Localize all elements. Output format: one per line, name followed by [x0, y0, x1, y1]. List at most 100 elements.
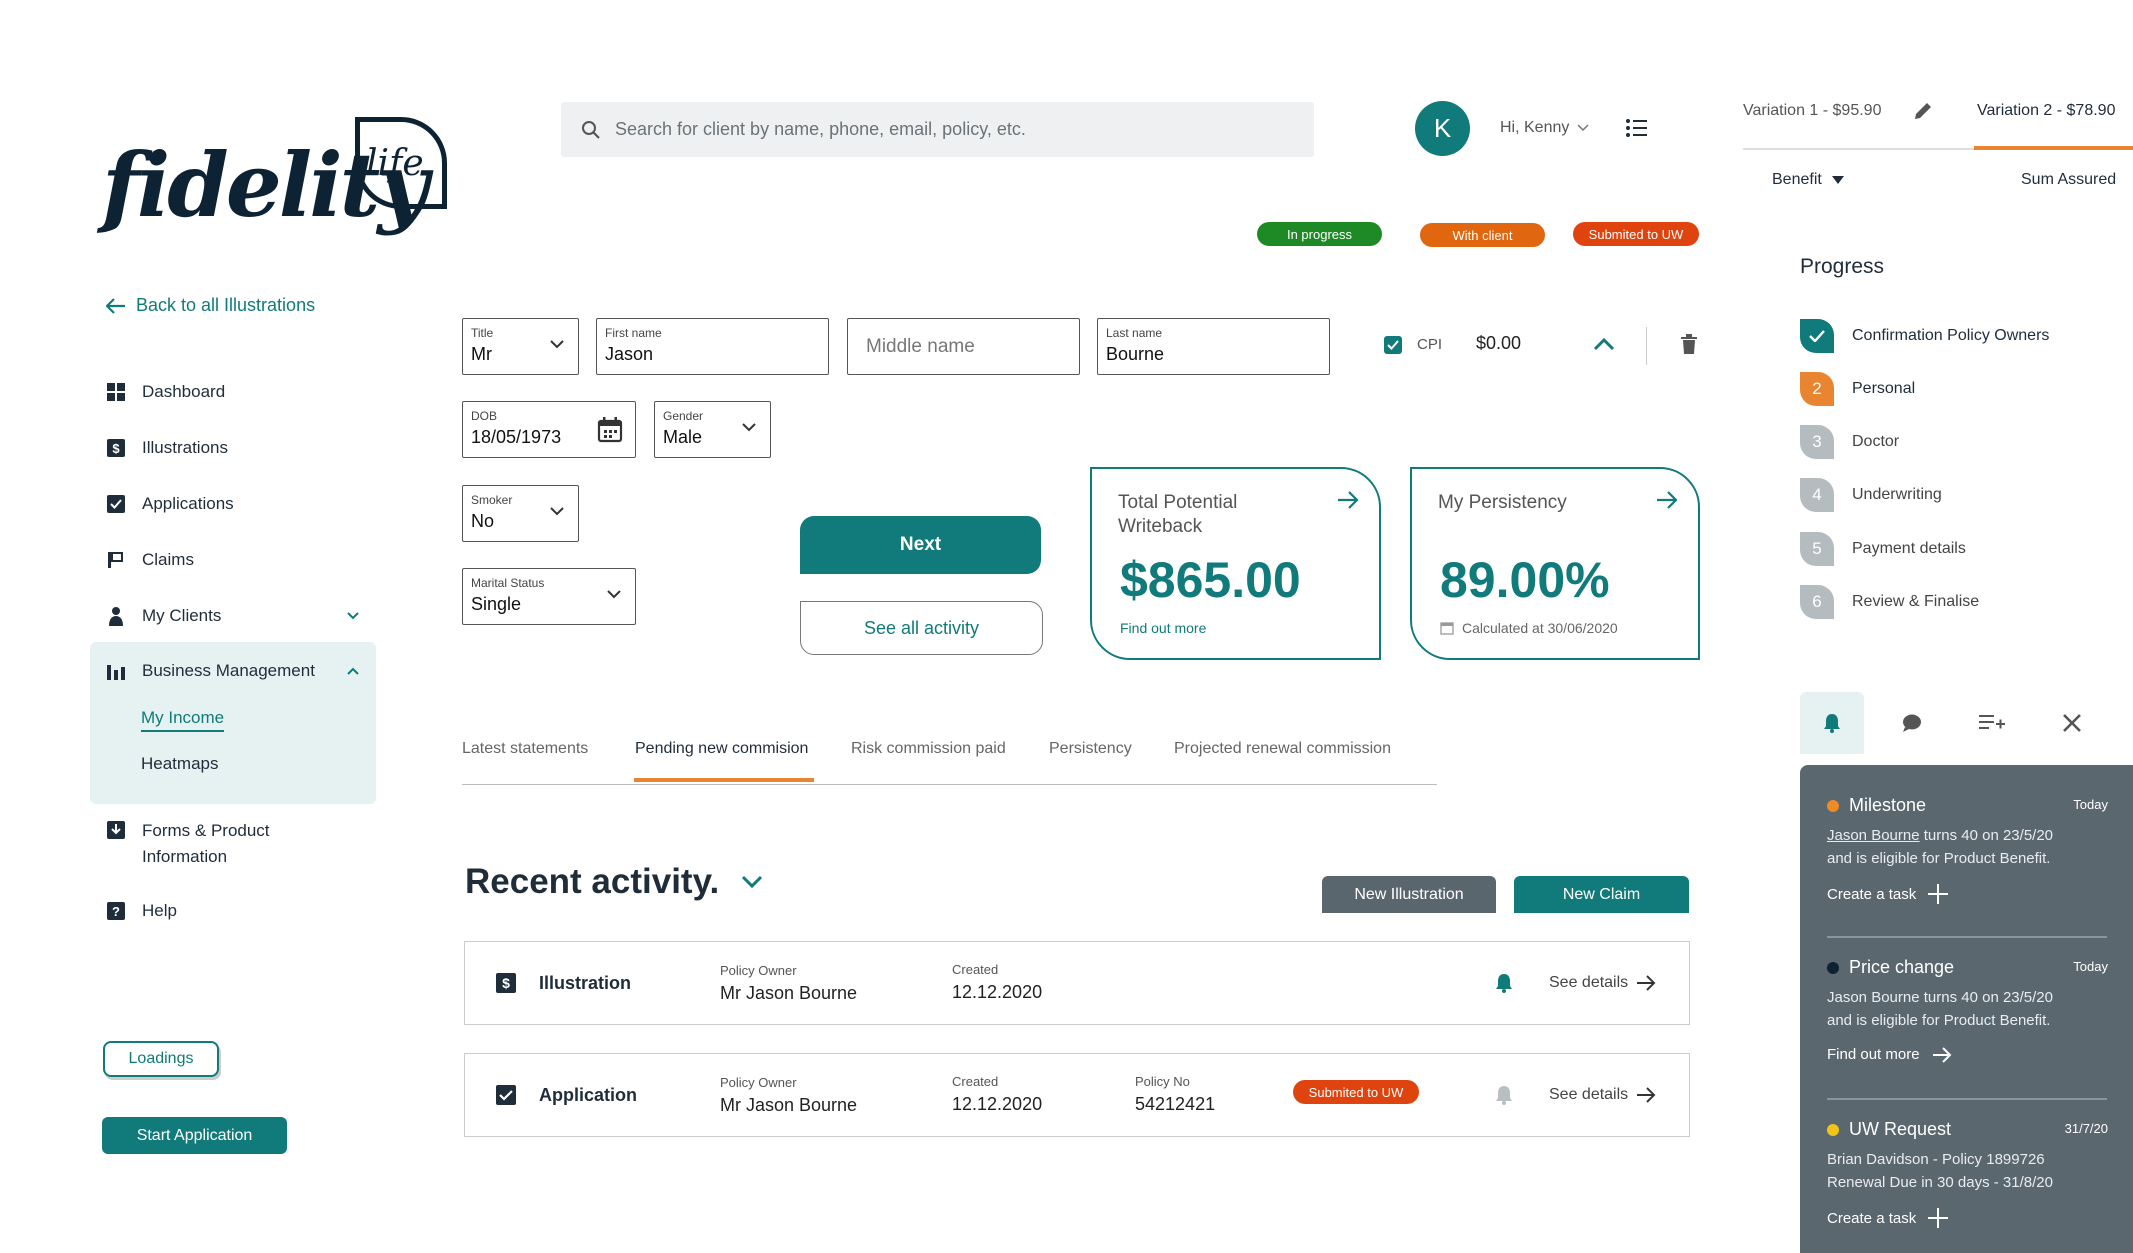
bell-icon[interactable] — [1495, 973, 1513, 993]
find-out-more-button[interactable]: Find out more — [1827, 1046, 2107, 1063]
new-claim-button[interactable]: New Claim — [1514, 876, 1689, 913]
tab-add-task[interactable] — [1960, 692, 2024, 754]
pencil-icon[interactable] — [1913, 101, 1933, 121]
status-badge: Submited to UW — [1293, 1080, 1419, 1104]
gender-select[interactable]: Gender Male — [654, 401, 771, 458]
start-application-button[interactable]: Start Application — [102, 1117, 287, 1154]
notification-time: Today — [2073, 797, 2108, 812]
create-task-button[interactable]: Create a task — [1827, 1208, 2107, 1228]
list-menu-icon[interactable] — [1625, 117, 1647, 139]
nav-item-illustrations[interactable]: $ Illustrations — [106, 433, 228, 463]
status-badge-with-client[interactable]: With client — [1420, 223, 1545, 247]
playlist-add-icon — [1979, 715, 2005, 729]
tab-projected-renewal[interactable]: Projected renewal commission — [1174, 740, 1391, 757]
question-icon: ? — [106, 901, 126, 921]
first-name-field[interactable]: First name Jason — [596, 318, 829, 375]
persistency-card[interactable]: My Persistency 89.00% Calculated at 30/0… — [1410, 467, 1700, 660]
smoker-select[interactable]: Smoker No — [462, 485, 579, 542]
progress-step-label: Personal — [1852, 380, 1916, 397]
nav-item-help[interactable]: ? Help — [106, 896, 177, 926]
chevron-up-icon — [347, 667, 359, 675]
tab-risk-commission-paid[interactable]: Risk commission paid — [851, 740, 1006, 757]
create-task-button[interactable]: Create a task — [1827, 884, 2107, 904]
progress-step-1[interactable]: Confirmation Policy Owners — [1800, 318, 2049, 354]
see-details-link[interactable]: See details — [1549, 974, 1656, 992]
back-to-illustrations-link[interactable]: Back to all Illustrations — [106, 295, 315, 316]
client-name-link[interactable]: Jason Bourne — [1827, 827, 1920, 844]
client-search-bar[interactable] — [561, 102, 1314, 157]
chevron-up-icon[interactable] — [1593, 337, 1615, 351]
gender-label: Gender — [663, 409, 704, 423]
check-icon — [1800, 319, 1834, 353]
nav-label-illustrations: Illustrations — [142, 438, 228, 457]
variation-1-tab[interactable]: Variation 1 - $95.90 — [1743, 102, 1882, 119]
arrow-right-icon — [1637, 1087, 1656, 1103]
next-button[interactable]: Next — [800, 516, 1041, 574]
action-label: Create a task — [1827, 1209, 1917, 1227]
nav-item-dashboard[interactable]: Dashboard — [106, 377, 225, 407]
tab-persistency[interactable]: Persistency — [1049, 740, 1132, 757]
progress-step-label: Underwriting — [1852, 486, 1942, 503]
loadings-button[interactable]: Loadings — [103, 1041, 219, 1077]
find-out-more-link[interactable]: Find out more — [1120, 620, 1207, 636]
recent-activity-heading[interactable]: Recent activity. — [465, 862, 763, 902]
status-badge-submitted-uw[interactable]: Submited to UW — [1573, 222, 1699, 246]
last-name-field[interactable]: Last name Bourne — [1097, 318, 1330, 375]
arrow-right-icon[interactable] — [1656, 491, 1678, 509]
milestone-dot-icon — [1827, 799, 1839, 812]
nav-item-applications[interactable]: Applications — [106, 489, 234, 519]
title-value: Mr — [471, 344, 492, 364]
progress-step-4[interactable]: 4 Underwriting — [1800, 477, 1942, 513]
subnav-heatmaps[interactable]: Heatmaps — [141, 754, 219, 773]
tab-pending-new-commission[interactable]: Pending new commision — [635, 740, 809, 757]
nav-item-claims[interactable]: Claims — [106, 545, 194, 575]
svg-text:$: $ — [112, 441, 120, 456]
cpi-checkbox[interactable] — [1384, 336, 1402, 354]
activity-row[interactable]: $ Illustration Policy Owner Mr Jason Bou… — [464, 941, 1690, 1025]
tab-latest-statements[interactable]: Latest statements — [462, 740, 589, 757]
trash-icon[interactable] — [1680, 334, 1698, 354]
notification-item[interactable]: UW Request 31/7/20 Brian Davidson - Poli… — [1827, 1119, 2108, 1228]
notifications-panel: Milestone Today Jason Bourne turns 40 on… — [1800, 765, 2133, 1253]
close-panel-button[interactable] — [2040, 692, 2104, 754]
dob-field[interactable]: DOB 18/05/1973 — [462, 401, 636, 458]
new-illustration-button[interactable]: New Illustration — [1322, 876, 1496, 913]
dollar-doc-icon: $ — [106, 438, 126, 458]
bell-icon[interactable] — [1495, 1085, 1513, 1105]
chevron-down-icon — [607, 590, 621, 599]
status-badge-in-progress[interactable]: In progress — [1257, 222, 1382, 246]
progress-step-label: Doctor — [1852, 433, 1900, 450]
title-select[interactable]: Title Mr — [462, 318, 579, 375]
middle-name-field[interactable]: Middle name — [847, 318, 1080, 375]
tab-messages[interactable] — [1880, 692, 1944, 754]
progress-step-6[interactable]: 6 Review & Finalise — [1800, 584, 1979, 620]
plus-icon — [1928, 884, 1949, 904]
nav-item-forms-product[interactable]: Forms & Product Information — [106, 818, 270, 870]
last-name-value: Bourne — [1106, 344, 1165, 364]
activity-row[interactable]: Application Policy Owner Mr Jason Bourne… — [464, 1053, 1690, 1137]
subnav-my-income[interactable]: My Income — [141, 708, 225, 732]
see-all-activity-button[interactable]: See all activity — [800, 601, 1043, 655]
progress-step-5[interactable]: 5 Payment details — [1800, 531, 1966, 567]
persistency-value: 89.00% — [1440, 552, 1610, 608]
see-details-link[interactable]: See details — [1549, 1086, 1656, 1104]
progress-step-2[interactable]: 2 Personal — [1800, 371, 1915, 407]
nav-label-forms-line2: Information — [142, 847, 228, 866]
nav-item-my-clients[interactable]: My Clients — [106, 601, 360, 631]
progress-step-3[interactable]: 3 Doctor — [1800, 424, 1899, 460]
variation-2-tab[interactable]: Variation 2 - $78.90 — [1977, 102, 2116, 119]
calendar-icon[interactable] — [597, 417, 623, 443]
writeback-card[interactable]: Total Potential Writeback $865.00 Find ou… — [1090, 467, 1381, 660]
arrow-right-icon[interactable] — [1337, 491, 1359, 509]
nav-item-business-management[interactable]: Business Management — [106, 656, 360, 686]
avatar[interactable]: K — [1415, 101, 1470, 156]
marital-status-select[interactable]: Marital Status Single — [462, 568, 636, 625]
benefit-dropdown[interactable]: Benefit — [1772, 171, 1844, 189]
user-menu[interactable]: Hi, Kenny — [1500, 119, 1589, 137]
notification-item[interactable]: Milestone Today Jason Bourne turns 40 on… — [1827, 795, 2108, 904]
step-number: 3 — [1800, 425, 1834, 459]
tab-notifications[interactable] — [1800, 692, 1864, 754]
search-input[interactable] — [615, 119, 1275, 140]
fidelity-life-logo[interactable]: fidelity life — [100, 115, 450, 245]
notification-item[interactable]: Price change Today Jason Bourne turns 40… — [1827, 957, 2108, 1063]
